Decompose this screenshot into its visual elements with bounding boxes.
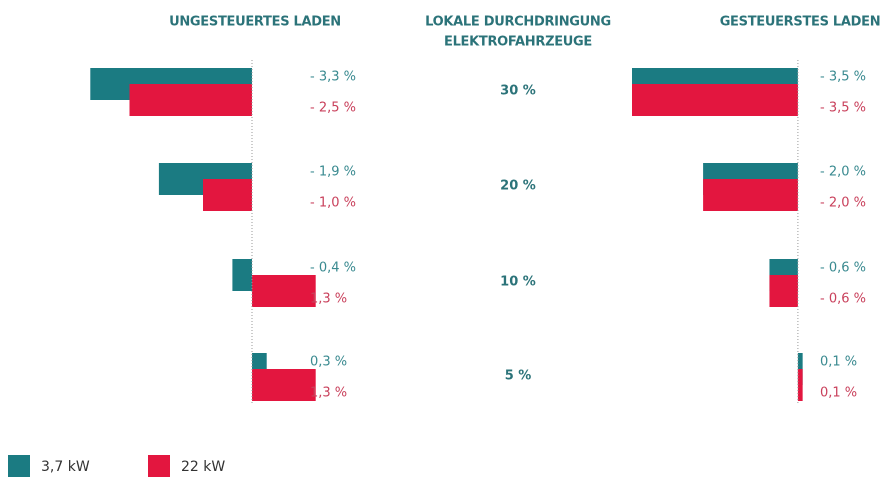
bar [252, 275, 316, 307]
category-label: 30 % [500, 84, 536, 99]
category-label: 10 % [500, 275, 536, 290]
bar [129, 84, 252, 116]
value-label: 0,3 % [310, 355, 347, 370]
value-label: - 0,6 % [820, 261, 866, 276]
value-label: - 0,6 % [820, 292, 866, 307]
bar [769, 275, 798, 307]
bar [703, 179, 798, 211]
legend-swatch [8, 455, 30, 477]
value-label: - 0,4 % [310, 261, 356, 276]
value-label: - 1,9 % [310, 165, 356, 180]
value-label: - 3,3 % [310, 70, 356, 85]
bar [232, 259, 252, 291]
legend-swatch [148, 455, 170, 477]
panel-title: GESTEUERSTES LADEN [720, 15, 881, 30]
value-label: 1,3 % [310, 292, 347, 307]
category-title: ELEKTROFAHRZEUGE [444, 35, 592, 50]
value-label: - 2,0 % [820, 165, 866, 180]
bar [203, 179, 252, 211]
value-label: - 3,5 % [820, 70, 866, 85]
value-label: 0,1 % [820, 386, 857, 401]
category-label: 20 % [500, 179, 536, 194]
legend-label: 22 kW [181, 459, 225, 475]
value-label: - 2,5 % [310, 101, 356, 116]
legend-label: 3,7 kW [41, 459, 90, 475]
category-label: 5 % [505, 369, 532, 384]
value-label: - 3,5 % [820, 101, 866, 116]
value-label: - 1,0 % [310, 196, 356, 211]
panel-title: UNGESTEUERTES LADEN [169, 15, 341, 30]
value-label: 0,1 % [820, 355, 857, 370]
value-label: - 2,0 % [820, 196, 866, 211]
bar [252, 369, 316, 401]
bar [797, 369, 803, 401]
bar [632, 84, 798, 116]
category-title: LOKALE DURCHDRINGUNG [425, 15, 611, 30]
value-label: 1,3 % [310, 386, 347, 401]
